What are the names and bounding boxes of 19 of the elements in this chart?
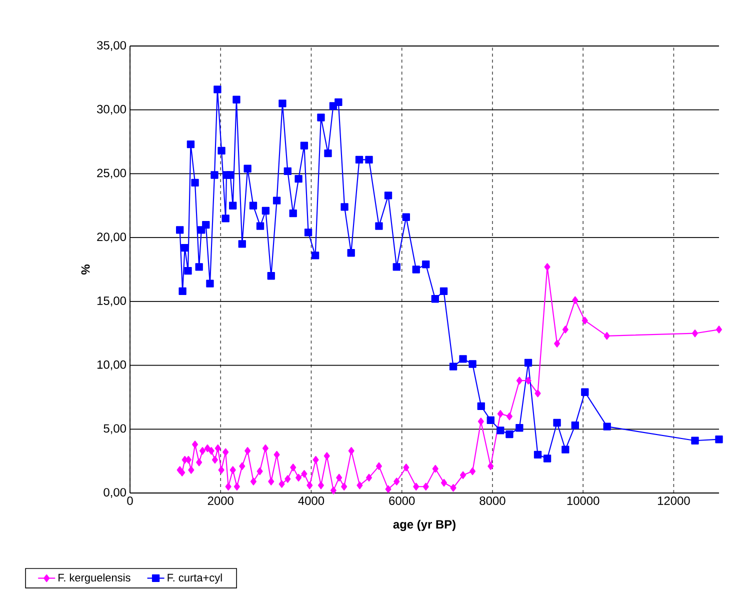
y-tick-label: 35,00 — [97, 41, 126, 51]
y-axis-title: % — [81, 264, 90, 275]
y-tick-label: 25,00 — [97, 168, 126, 179]
legend-label: F. curta+cyl — [168, 573, 222, 584]
x-tick-label: 12000 — [658, 496, 690, 505]
x-tick-label: 10000 — [567, 496, 600, 505]
x-tick-label: 4000 — [298, 496, 324, 505]
y-tick-label: 15,00 — [97, 296, 126, 306]
x-tick-label: 6000 — [389, 496, 415, 505]
y-tick-label: 0,00 — [104, 488, 126, 498]
x-tick-label: 2000 — [208, 496, 234, 505]
legend-label: F. kerguelensis — [58, 573, 130, 584]
y-tick-label: 20,00 — [97, 232, 126, 243]
x-axis-title: age (yr BP) — [393, 520, 456, 532]
y-tick-label: 5,00 — [104, 424, 126, 434]
y-tick-label: 30,00 — [97, 104, 126, 115]
x-tick-label: 8000 — [480, 496, 506, 505]
y-tick-label: 10,00 — [97, 360, 126, 370]
x-tick-label: 0 — [127, 496, 133, 505]
